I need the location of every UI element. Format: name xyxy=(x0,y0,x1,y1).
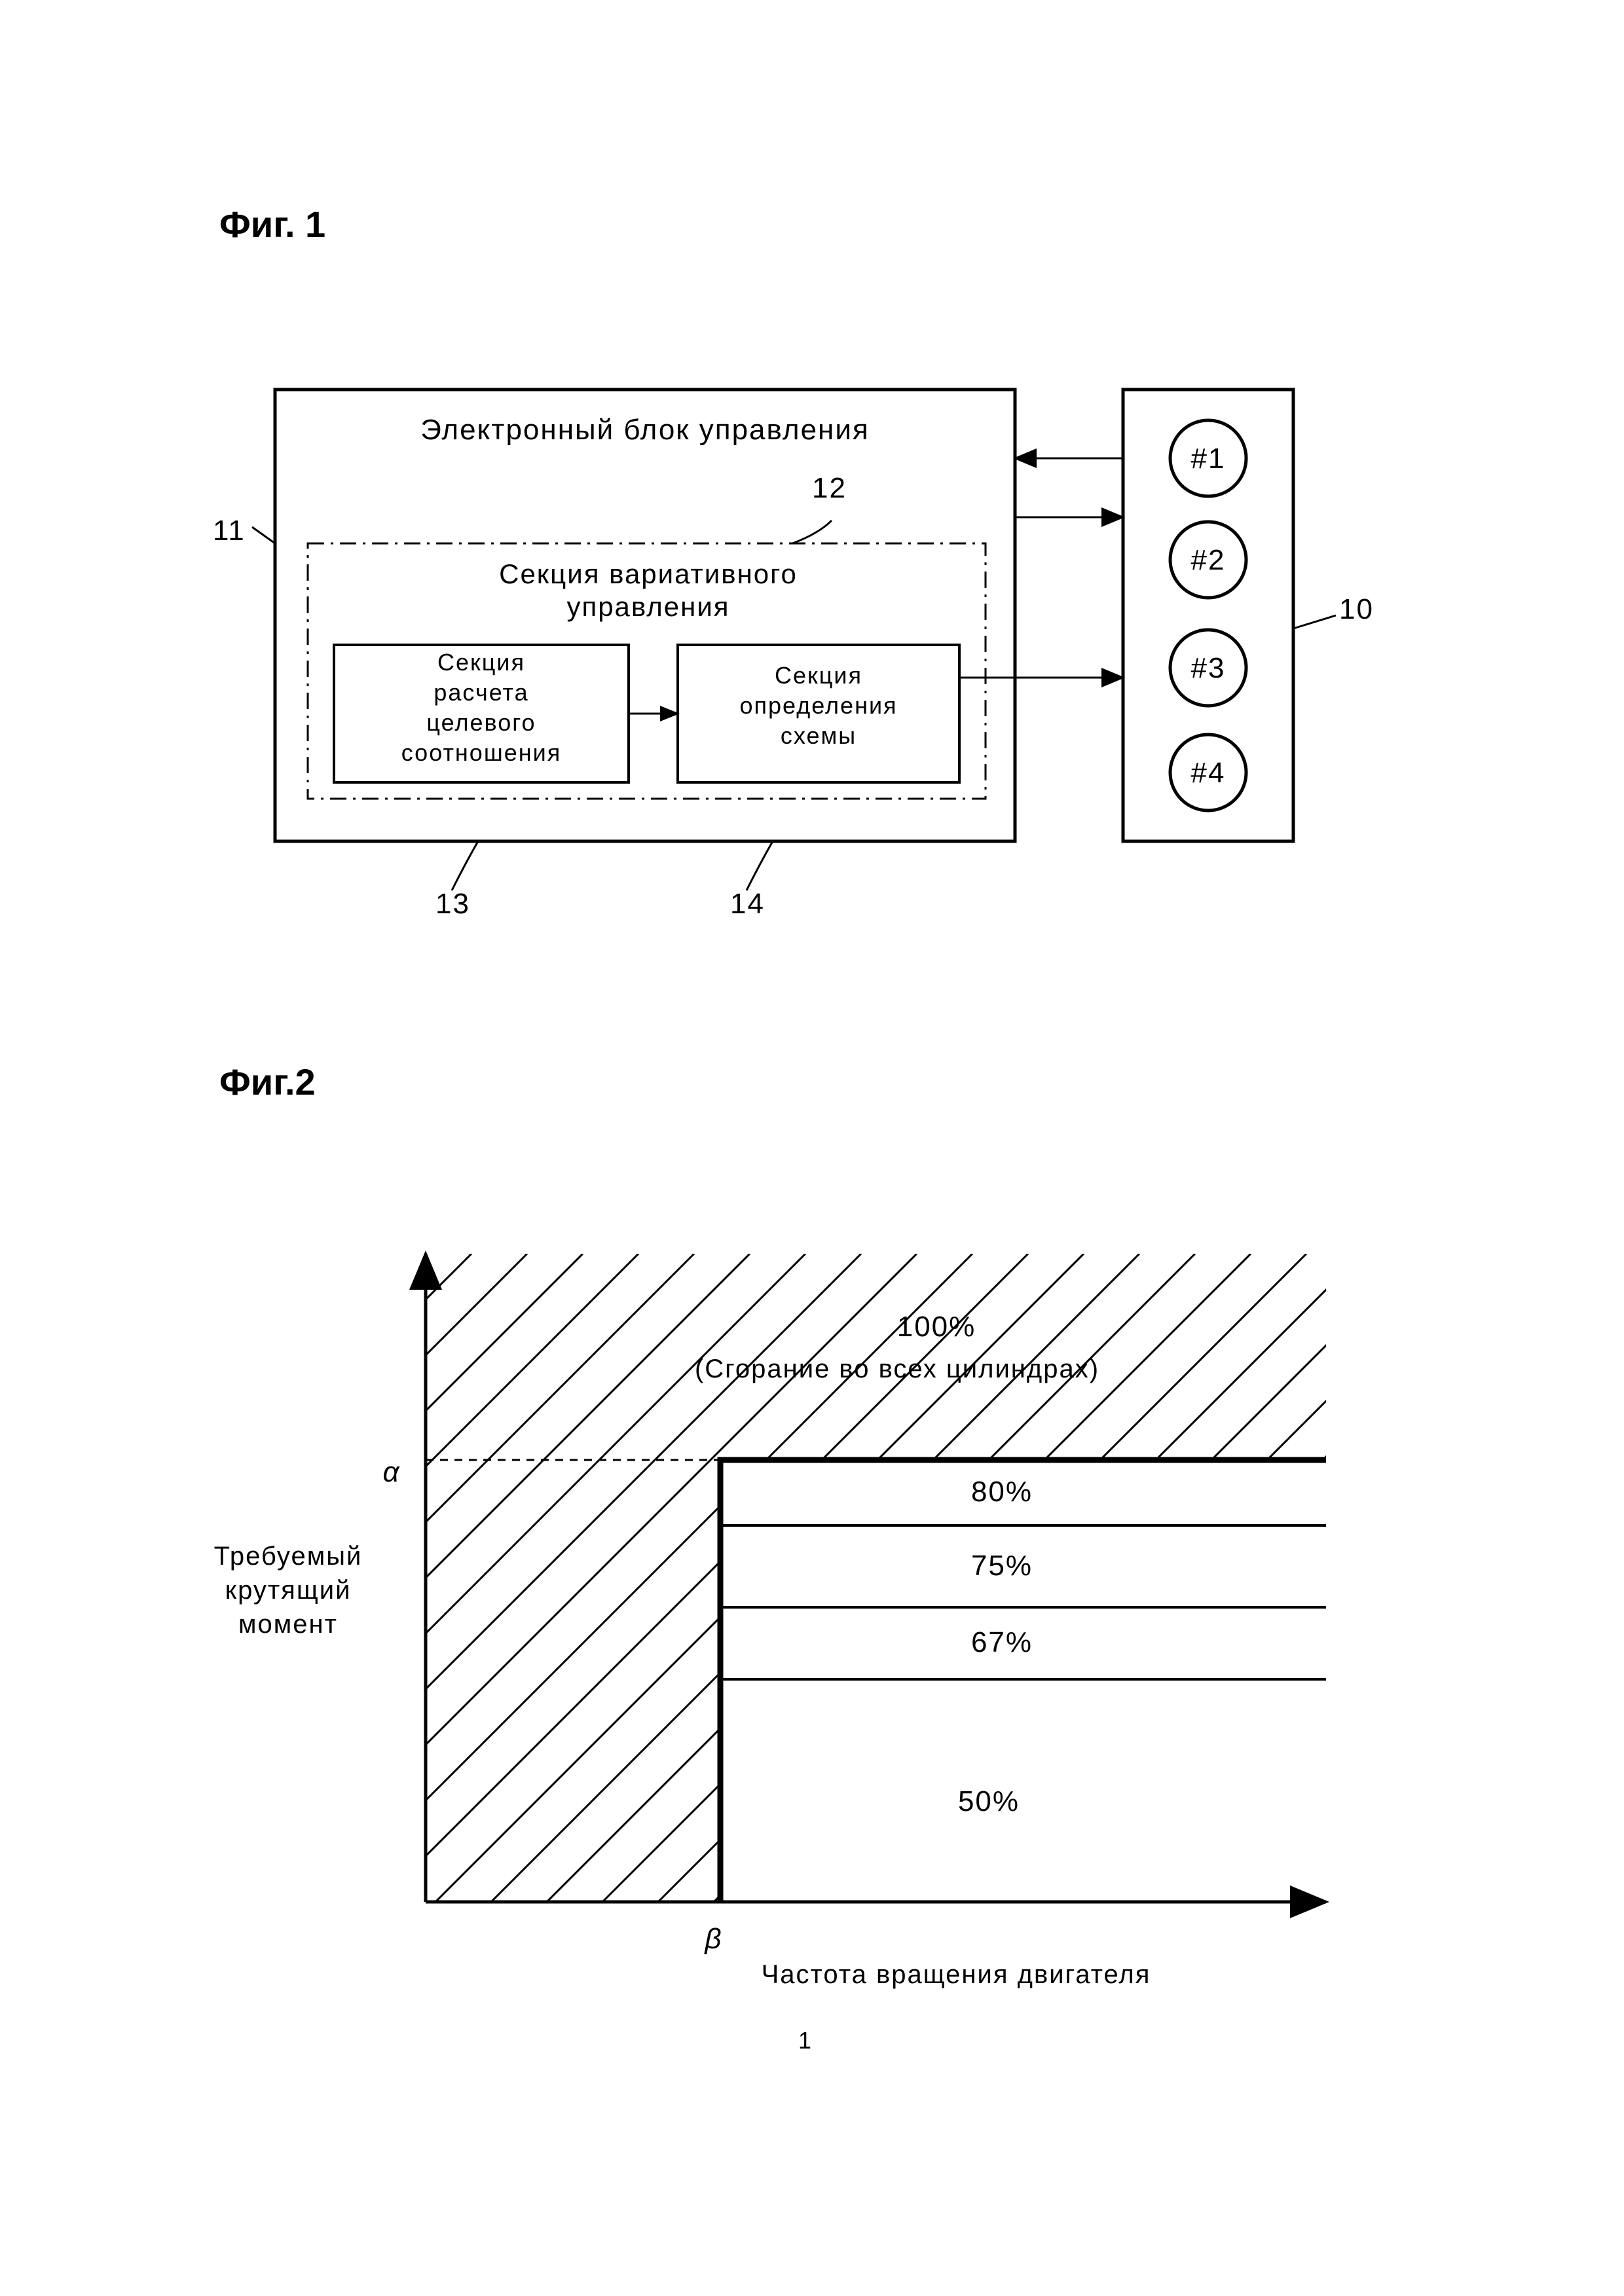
fig2-pct50: 50% xyxy=(936,1785,1041,1818)
varctrl-title-line1: Секция вариативного xyxy=(386,558,910,590)
sec14-line3: схемы xyxy=(681,722,956,750)
fig2-ylabel-l2: крутящий xyxy=(170,1576,406,1605)
region-pct-0: 80% xyxy=(963,1476,1041,1508)
diagram-canvas xyxy=(0,0,1624,2296)
cylinder-label-2: #2 xyxy=(1182,544,1234,577)
page-number: 1 xyxy=(786,2027,825,2054)
ref-14: 14 xyxy=(730,888,765,920)
sec14-line1: Секция xyxy=(681,662,956,689)
ref-11: 11 xyxy=(213,515,246,547)
fig2-alpha-label: α xyxy=(372,1456,411,1489)
ref-13: 13 xyxy=(435,888,470,920)
fig2-full-burn: (Сгорание во всех цилиндрах) xyxy=(602,1355,1192,1384)
sec13-line3: целевого xyxy=(344,709,619,737)
fig2-lines xyxy=(426,1460,1326,1902)
fig2-xlabel: Частота вращения двигателя xyxy=(661,1960,1251,1990)
cylinder-label-1: #1 xyxy=(1182,443,1234,475)
cylinders xyxy=(1170,420,1246,811)
cylinder-label-3: #3 xyxy=(1182,652,1234,685)
varctrl-title-line2: управления xyxy=(386,591,910,623)
fig2-pct100: 100% xyxy=(871,1311,1002,1343)
sec13-line2: расчета xyxy=(344,679,619,706)
region-pct-1: 75% xyxy=(963,1550,1041,1582)
sec13-line1: Секция xyxy=(344,649,619,676)
region-pct-2: 67% xyxy=(963,1626,1041,1659)
fig2-beta-label: β xyxy=(694,1923,733,1956)
fig1-group xyxy=(252,390,1336,890)
sec14-line2: определения xyxy=(681,692,956,720)
fig2-ylabel-l1: Требуемый xyxy=(170,1542,406,1571)
ecu-title: Электронный блок управления xyxy=(350,414,940,446)
fig2-ylabel-l3: момент xyxy=(170,1610,406,1639)
ref-12: 12 xyxy=(812,472,847,505)
cylinder-label-4: #4 xyxy=(1182,757,1234,790)
sec13-line4: соотношения xyxy=(344,739,619,767)
ref-10: 10 xyxy=(1339,593,1374,626)
